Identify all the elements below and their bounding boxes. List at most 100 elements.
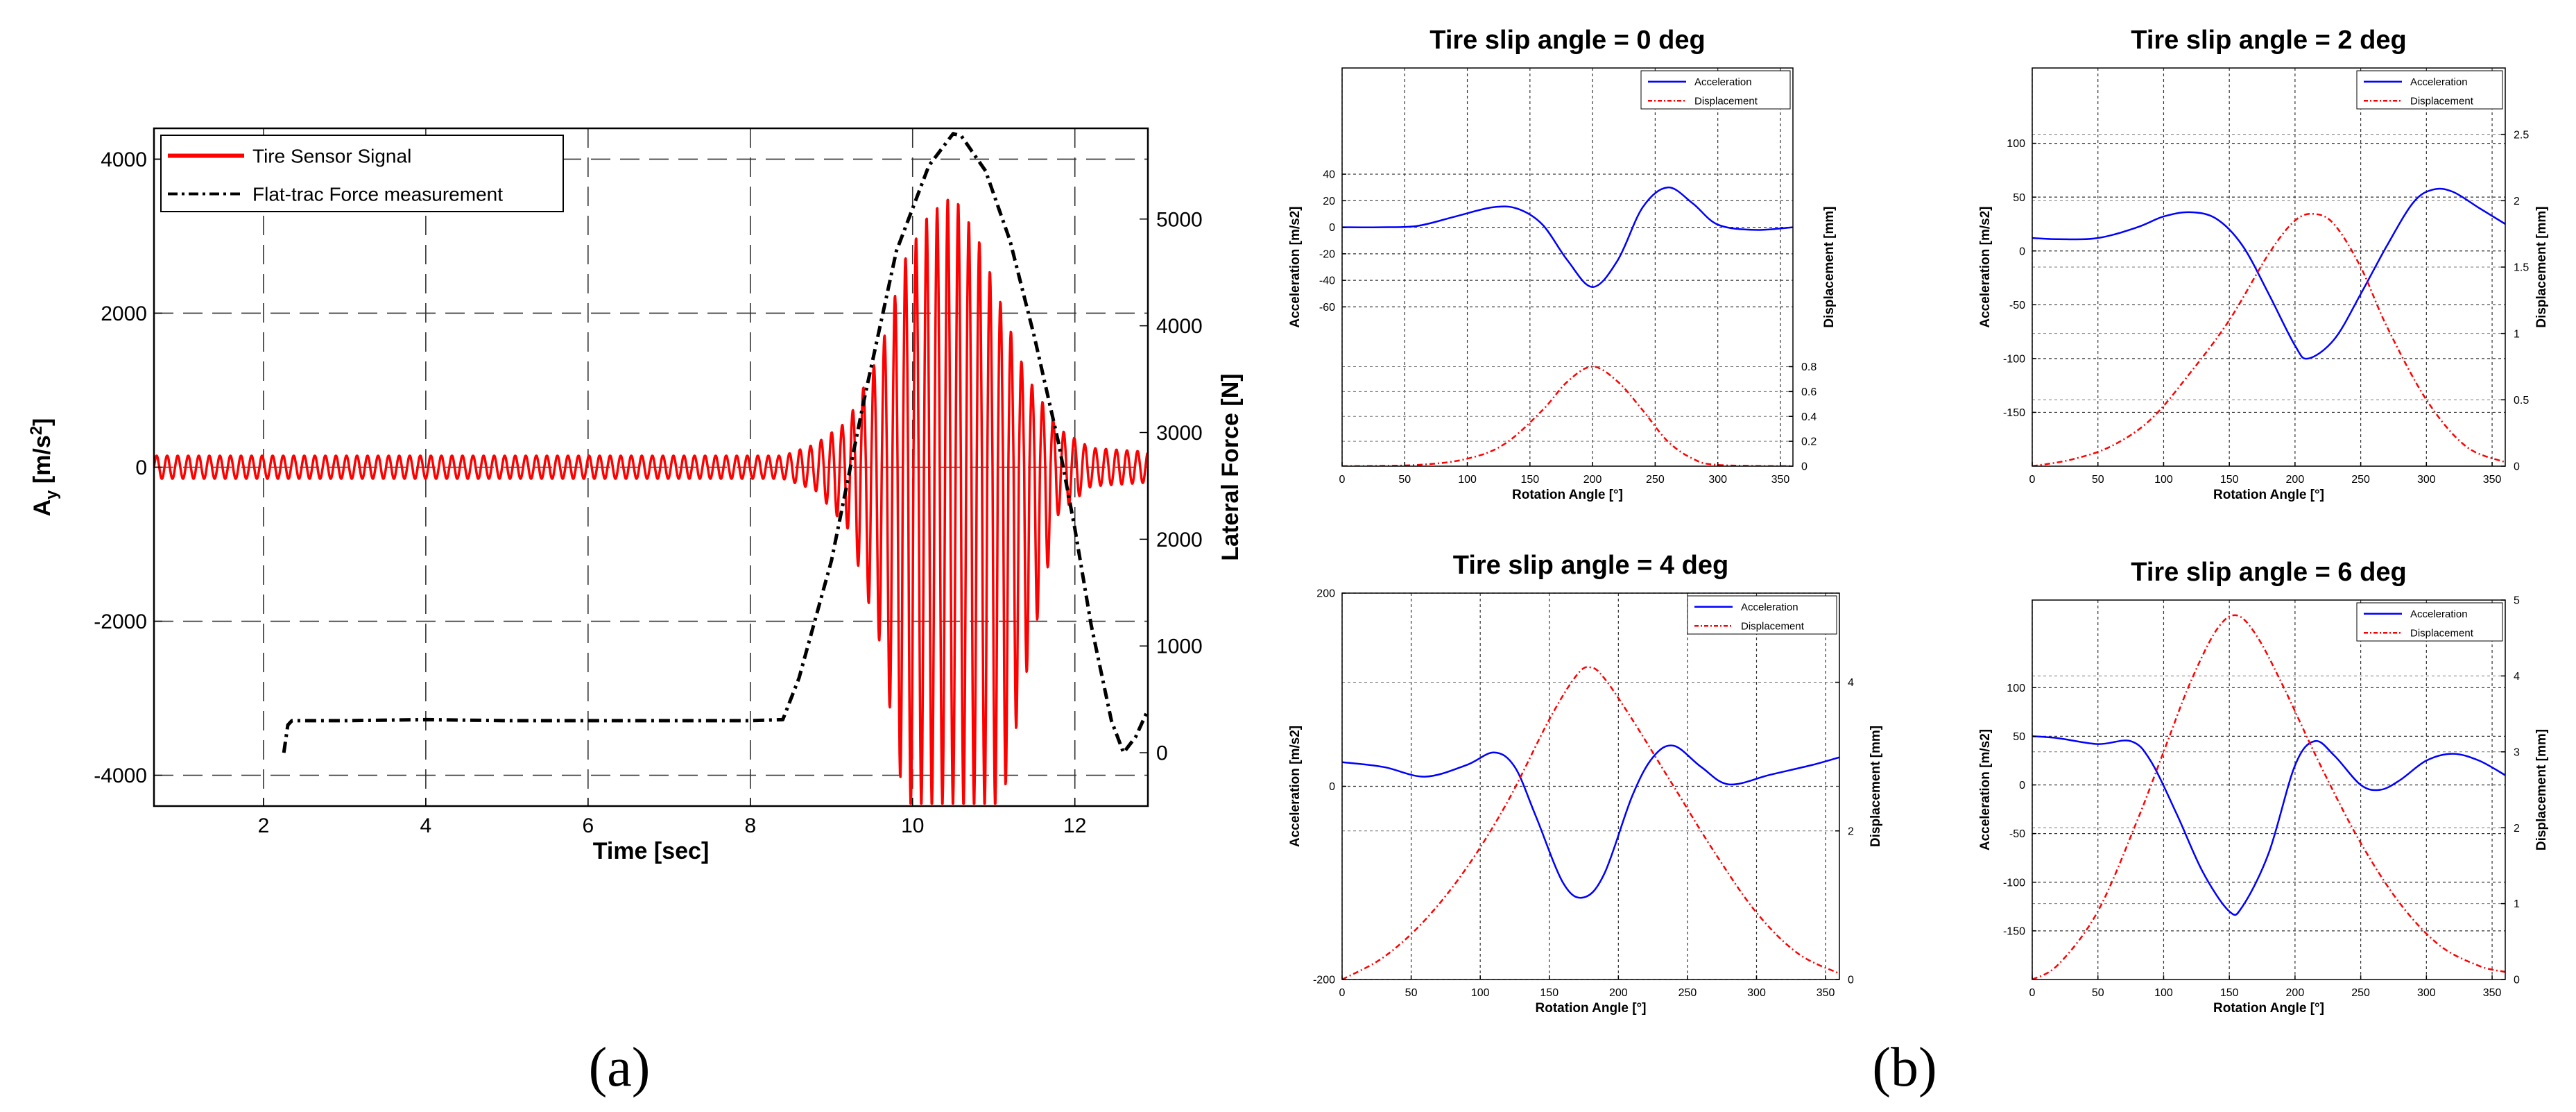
y-right-tick-label: 1000 — [1156, 635, 1203, 658]
y-right-tick-label: 4 — [2514, 671, 2520, 683]
y-left-tick-label: 0 — [2019, 246, 2025, 257]
y-right-tick-label: 0.4 — [1801, 411, 1817, 423]
y-right-tick-label: 5 — [2514, 595, 2520, 607]
legend-entry: Flat-trac Force measurement — [252, 183, 503, 205]
x-tick-label: 100 — [1458, 474, 1477, 486]
y-label-unit: [m/s — [29, 435, 55, 490]
legend-box — [160, 135, 564, 212]
x-tick-label: 6 — [582, 814, 594, 837]
y-left-axis-label: Acceleration [m/s2] — [1288, 206, 1303, 327]
series-line-acceleration — [1342, 744, 1839, 899]
x-tick-label: 250 — [2351, 987, 2370, 999]
y-left-tick-label: 100 — [2007, 138, 2025, 150]
series-line-acceleration — [2032, 735, 2505, 916]
legend-entry: Acceleration — [1741, 601, 1798, 613]
legend: Acceleration Displacement — [2356, 602, 2503, 642]
x-tick-label: 350 — [1771, 474, 1790, 486]
x-tick-label: 200 — [1609, 987, 1628, 999]
x-axis-label: Rotation Angle [°] — [2213, 1001, 2324, 1016]
y-right-axis-label: Lateral Force [N] — [1217, 373, 1244, 561]
y-right-tick-label: 1.5 — [2514, 262, 2529, 274]
legend-box — [1640, 70, 1791, 110]
y-right-tick-label: 0 — [2514, 461, 2520, 473]
y-right-tick-label: 0 — [2514, 975, 2520, 986]
x-tick-label: 300 — [1747, 987, 1766, 999]
y-right-tick-label: 2 — [2514, 196, 2520, 207]
x-tick-label: 0 — [1339, 987, 1346, 999]
legend: Acceleration Displacement — [1687, 595, 1837, 635]
x-tick-label: 350 — [1817, 987, 1835, 999]
x-tick-label: 10 — [901, 814, 924, 837]
y-left-axis-label: Acceleration [m/s2] — [1978, 206, 1993, 327]
y-right-tick-label: 0.8 — [1801, 361, 1817, 373]
y-label-base: A — [29, 499, 55, 517]
series-line-acceleration — [1342, 186, 1793, 288]
y-left-tick-label: -150 — [2003, 407, 2025, 419]
y-right-tick-label: 4000 — [1156, 315, 1203, 338]
x-axis-label: Time [sec] — [593, 838, 710, 864]
y-left-tick-label: 0 — [135, 456, 147, 479]
chart-title: Tire slip angle = 0 deg — [1429, 26, 1705, 55]
y-left-tick-label: 20 — [1323, 196, 1335, 207]
legend: Tire Sensor Signal Flat-trac Force measur… — [160, 135, 564, 212]
y-right-tick-label: 3000 — [1156, 422, 1203, 445]
y-left-tick-label: 200 — [1316, 588, 1335, 600]
y-left-tick-label: -50 — [2009, 828, 2025, 840]
x-tick-label: 300 — [1708, 474, 1727, 486]
y-left-axis-label: Ay [m/s2] — [27, 418, 61, 517]
series-line-displacement — [2032, 614, 2505, 980]
legend-entry: Displacement — [1741, 621, 1805, 633]
y-left-tick-label: 0 — [1329, 781, 1335, 793]
y-right-tick-label: 2.5 — [2514, 129, 2529, 141]
y-label-subscript: y — [42, 490, 61, 499]
y-right-tick-label: 4 — [1848, 677, 1854, 689]
x-tick-label: 50 — [1405, 987, 1418, 999]
legend-entry: Displacement — [1694, 96, 1758, 108]
x-tick-label: 4 — [420, 814, 432, 837]
x-tick-label: 250 — [1646, 474, 1665, 486]
panel-a-label: (a) — [589, 1037, 651, 1098]
legend-entry: Acceleration — [2410, 76, 2468, 88]
y-left-tick-label: -200 — [1313, 975, 1335, 986]
x-tick-label: 0 — [1339, 474, 1346, 486]
y-right-tick-label: 0.2 — [1801, 436, 1817, 448]
x-tick-label: 150 — [1540, 987, 1559, 999]
x-tick-label: 12 — [1063, 814, 1086, 837]
y-left-tick-label: 4000 — [101, 148, 147, 171]
y-right-axis-label: Displacement [mm] — [2534, 729, 2549, 850]
y-left-tick-label: -60 — [1319, 302, 1335, 314]
y-left-tick-label: 0 — [2019, 780, 2025, 792]
legend-entry: Acceleration — [2410, 608, 2468, 620]
x-tick-label: 100 — [2154, 987, 2173, 999]
y-label-close: ] — [29, 418, 55, 426]
x-tick-label: 150 — [1520, 474, 1539, 486]
legend-entry: Acceleration — [1694, 76, 1752, 88]
y-left-tick-label: 2000 — [101, 302, 147, 325]
y-left-tick-label: 50 — [2013, 731, 2025, 743]
x-tick-label: 250 — [2351, 474, 2370, 486]
x-tick-label: 300 — [2417, 474, 2436, 486]
y-right-tick-label: 0 — [1156, 742, 1168, 765]
x-tick-label: 150 — [2220, 987, 2239, 999]
chart-a: 2 4 6 8 10 12 -4000 -2000 0 2000 4000 0 1000 2000 3000… — [27, 127, 1244, 864]
legend: Acceleration Displacement — [2356, 70, 2503, 110]
x-tick-label: 250 — [1678, 987, 1697, 999]
y-left-axis-label: Acceleration [m/s2] — [1978, 729, 1993, 850]
x-tick-label: 100 — [1471, 987, 1490, 999]
x-axis-label: Rotation Angle [°] — [2213, 488, 2324, 502]
x-tick-label: 350 — [2483, 987, 2502, 999]
y-right-tick-label: 2 — [2514, 823, 2520, 835]
series-line-tire-sensor-signal — [154, 198, 1148, 805]
y-right-tick-label: 2 — [1848, 826, 1854, 837]
y-right-tick-label: 0 — [1801, 461, 1808, 473]
y-left-tick-label: -150 — [2003, 925, 2025, 937]
chart-title: Tire slip angle = 6 deg — [2131, 558, 2406, 587]
series-line-displacement — [1342, 366, 1793, 466]
legend-entry: Displacement — [2410, 628, 2474, 640]
y-right-tick-label: 2000 — [1156, 529, 1203, 551]
y-right-axis-label: Displacement [mm] — [1822, 206, 1837, 327]
